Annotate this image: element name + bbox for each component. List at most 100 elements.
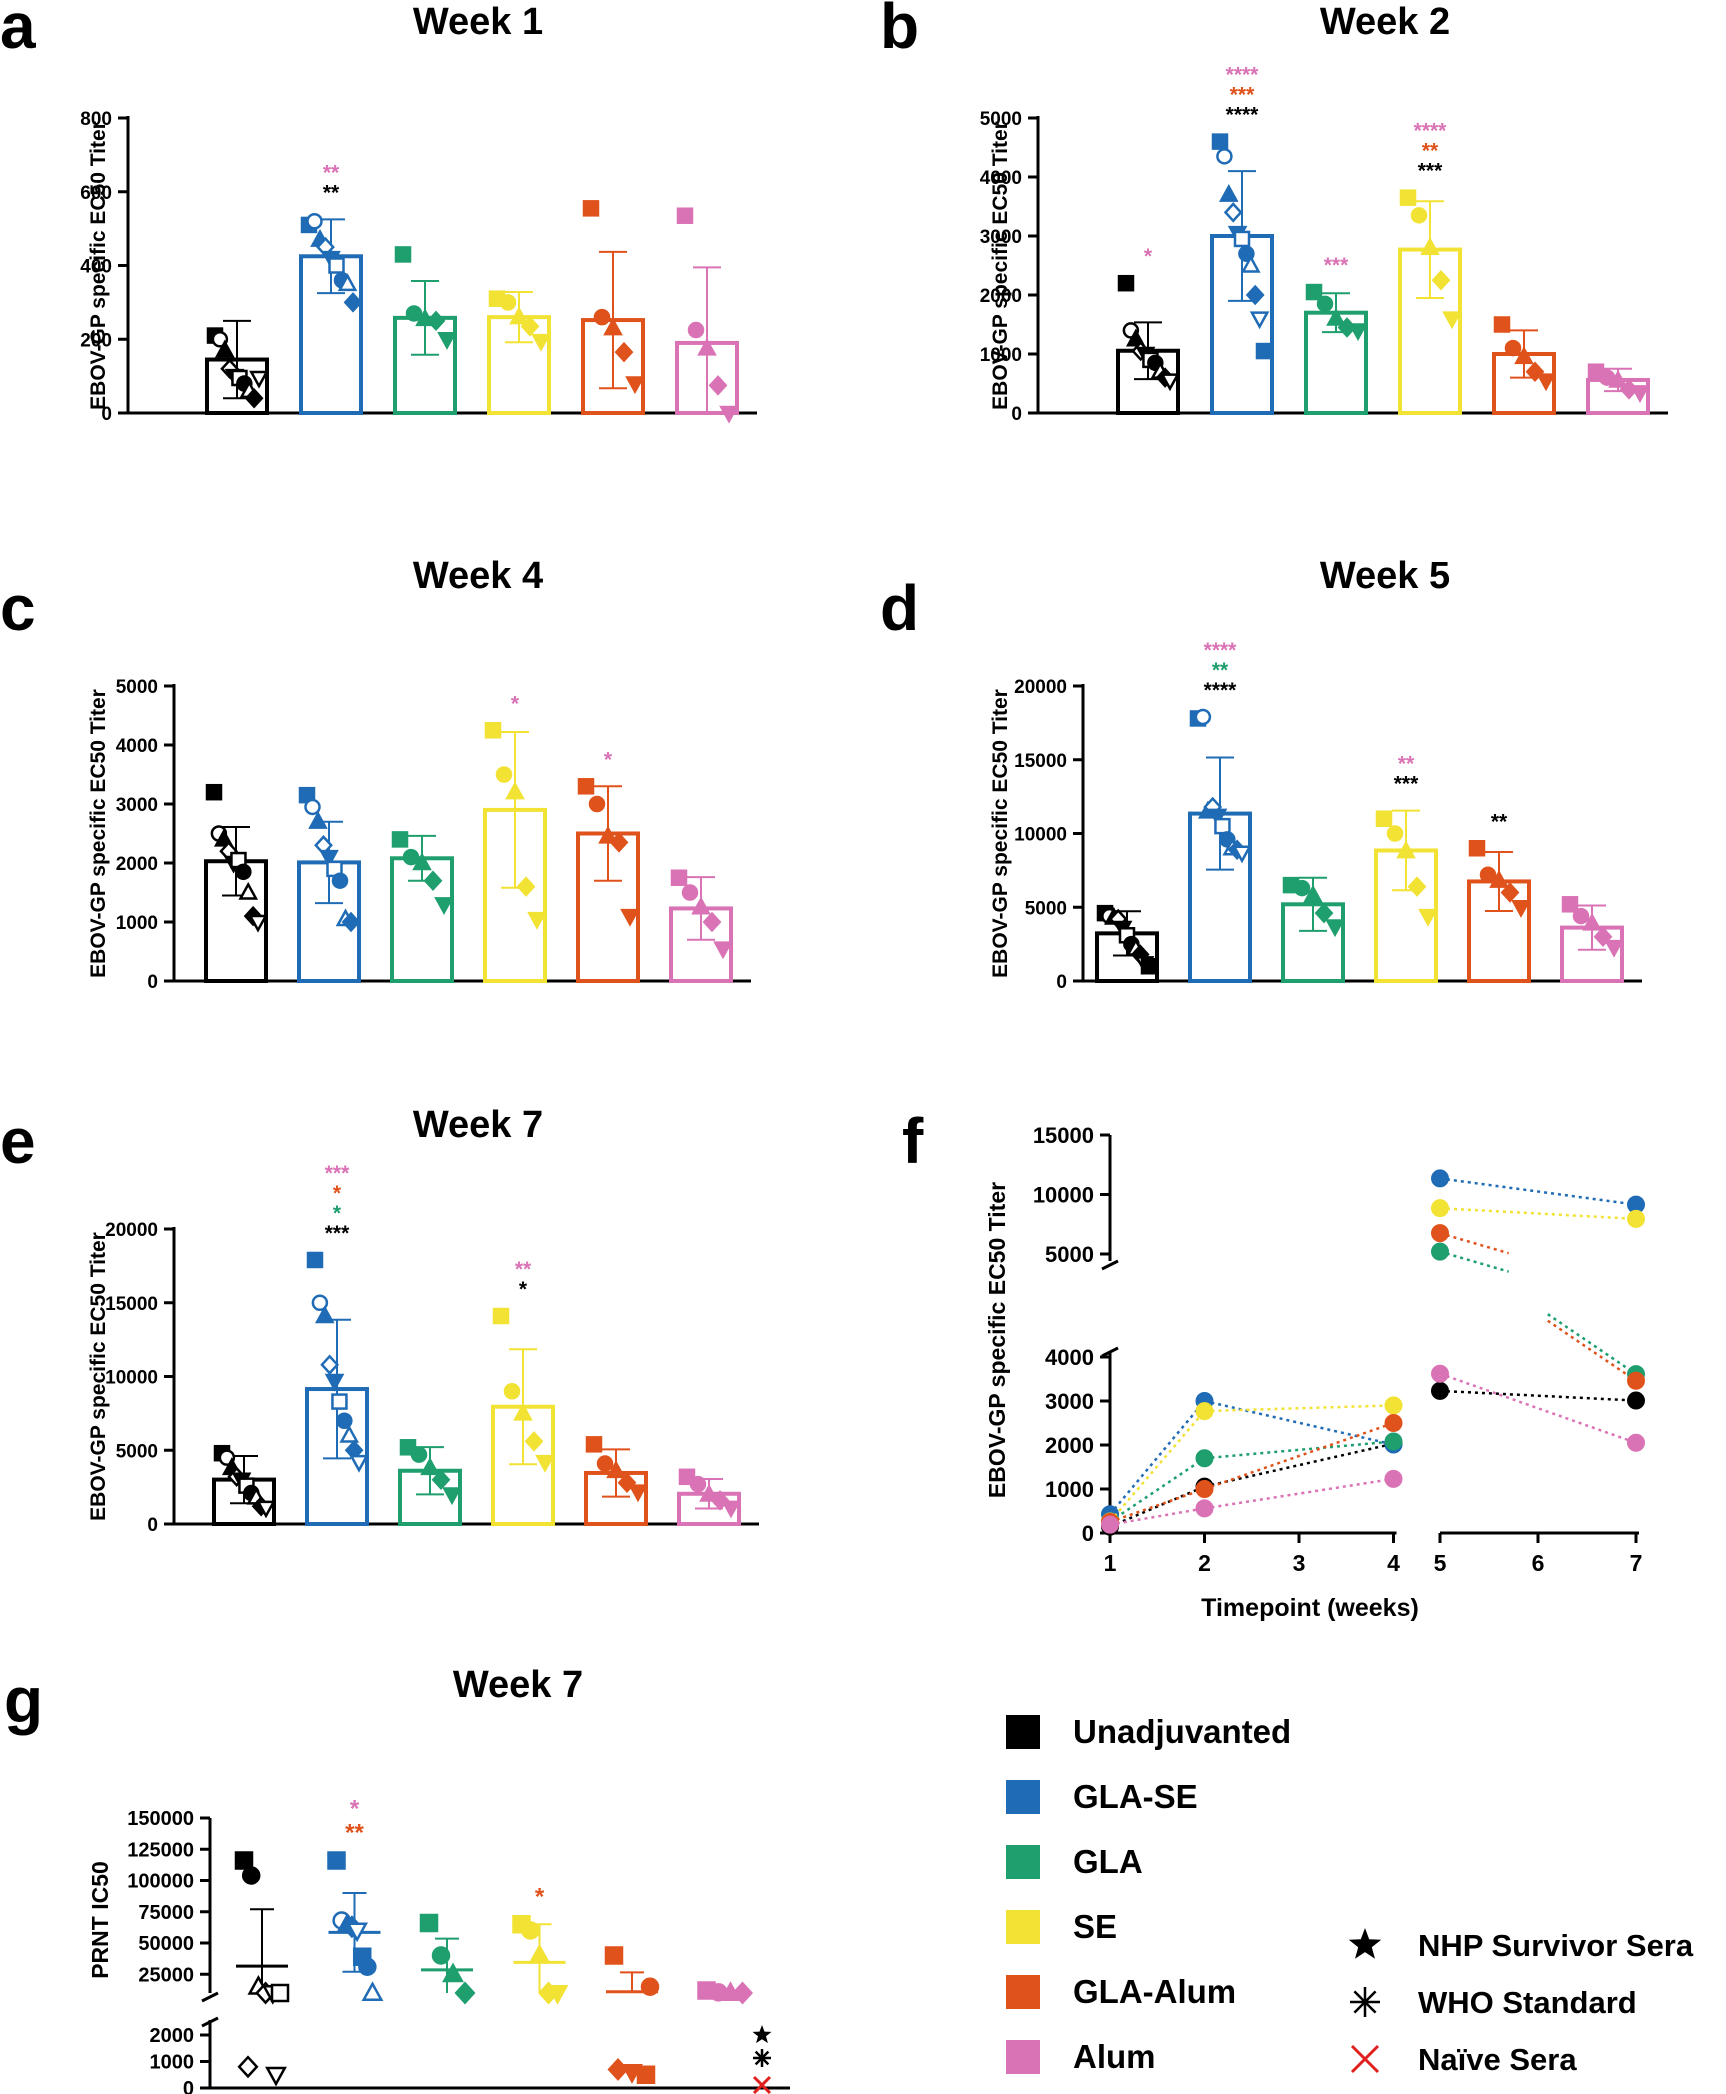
data-point-gla-alum [628, 1484, 648, 1503]
data-point-se [1407, 876, 1427, 897]
data-point-se [521, 1921, 540, 1940]
data-point-gla-se [1223, 202, 1243, 223]
significance-label: ** [1491, 810, 1508, 833]
series-point-alum [1627, 1433, 1645, 1452]
data-point-se [484, 722, 502, 739]
data-point-gla-se [328, 257, 345, 274]
data-point-gla-se [1214, 817, 1231, 835]
data-point-gla [1314, 902, 1334, 924]
chart-panel-d: Week 5 EBOV-GP specific EC50 Titer 0 5000 10… [989, 555, 1642, 993]
y-tick-label: 25000 [138, 1964, 194, 1986]
data-point-se [1418, 908, 1438, 927]
y-tick-label: 2000 [150, 2025, 195, 2047]
data-point-gla-se [306, 213, 323, 230]
data-point-se [509, 306, 529, 325]
data-point-alum [687, 321, 705, 339]
legend-star-icon [1348, 1928, 1382, 1959]
y-tick-label: 10000 [1033, 1183, 1094, 1208]
data-point-gla-alum [606, 1460, 626, 1479]
significance-label: ** [1212, 659, 1229, 682]
data-point-gla [423, 870, 443, 891]
data-point-alum [708, 375, 728, 396]
y-tick-label: 5000 [980, 109, 1022, 130]
y-tick-label: 2000 [980, 286, 1022, 307]
data-point-gla-alum [620, 908, 640, 927]
data-point-gla-se [349, 1454, 369, 1473]
significance-label: * [519, 1278, 528, 1301]
data-point-unadjuvanted [213, 828, 234, 847]
data-point-gla [437, 332, 457, 350]
panel-label-f: f [902, 1105, 924, 1177]
legend-label-naive-sera: Naïve Sera [1418, 2042, 1577, 2077]
y-tick-label: 0 [147, 972, 158, 993]
data-point-gla-se [320, 1354, 340, 1375]
panel-label-b: b [880, 0, 919, 62]
y-tick-label: 1000 [1045, 1477, 1094, 1502]
data-point-gla-alum [617, 1472, 637, 1493]
data-point-unadjuvanted [1160, 373, 1180, 392]
data-point-alum [1582, 912, 1602, 931]
data-point-se [503, 1383, 521, 1400]
data-point-gla-alum [1511, 900, 1531, 918]
significance-label: ** [515, 1258, 532, 1281]
data-point-alum [697, 337, 717, 356]
legend-swatch-se [1006, 1910, 1040, 1944]
control-cross-icon [752, 2075, 772, 2094]
data-point-gla-alum [636, 2065, 656, 2084]
data-point-alum [691, 896, 711, 915]
panel-label-c: c [0, 572, 36, 644]
chart-panel-e: Week 7 EBOV-GP specific EC50 Titer 0 5000 10… [87, 1104, 759, 1536]
panel-label-d: d [880, 572, 919, 644]
y-tick-label: 5000 [116, 1441, 158, 1462]
y-tick-label: 50000 [138, 1933, 194, 1955]
legend-label-nhp-survivor-sera: NHP Survivor Sera [1418, 1928, 1694, 1963]
y-tick-label: 5000 [1045, 1242, 1094, 1267]
series-point-gla-alum [1627, 1371, 1645, 1390]
data-point-unadjuvanted [244, 388, 264, 409]
chart-panel-g: Week 7 PRNT IC50 25000 50000 75000 100000 1250… [87, 1664, 790, 2094]
data-point-unadjuvanted [205, 783, 223, 801]
significance-label: *** [1230, 84, 1255, 107]
legend-cross-icon [1350, 2044, 1380, 2074]
x-tick-label: 2 [1198, 1550, 1211, 1576]
y-axis-label: EBOV-GP specific EC50 Titer [87, 1232, 110, 1521]
data-point-gla-se [1233, 230, 1251, 248]
y-tick-label: 0 [183, 2078, 194, 2094]
data-point-gla-alum [593, 308, 611, 326]
x-tick-label: 1 [1104, 1550, 1117, 1576]
y-axis-break-mark [1101, 1259, 1119, 1271]
y-tick-label: 5000 [1025, 898, 1067, 919]
significance-label: ** [345, 1820, 364, 1847]
data-point-alum [702, 911, 722, 933]
y-tick-label: 3000 [980, 227, 1022, 248]
data-point-se [1431, 270, 1451, 291]
data-point-gla-alum [598, 825, 618, 844]
y-axis-label: EBOV-GP specific EC50 Titer [989, 689, 1012, 978]
legend-swatch-alum [1006, 2040, 1040, 2074]
significance-label: *** [1324, 254, 1349, 277]
data-point-alum [1630, 385, 1650, 403]
data-point-gla [1325, 919, 1345, 938]
y-tick-label: 15000 [1033, 1123, 1094, 1148]
data-point-gla-alum [640, 1977, 660, 1996]
data-point-unadjuvanted [1125, 328, 1146, 347]
y-axis-label: EBOV-GP specific EC50 Titer [87, 121, 110, 410]
chart-panel-f: EBOV-GP specific EC50 Titer Timepoint (we… [984, 1123, 1645, 1622]
y-tick-label: 0 [1011, 404, 1022, 425]
series-line-gla-alum [1547, 1319, 1637, 1382]
data-point-alum [1561, 896, 1579, 913]
x-tick-label: 4 [1387, 1550, 1400, 1576]
series-line-gla [1109, 1457, 1206, 1523]
data-point-unadjuvanted [270, 1983, 290, 2003]
legend-label-unadjuvanted: Unadjuvanted [1073, 1713, 1291, 1750]
significance-label: *** [325, 1222, 350, 1245]
data-point-gla [431, 1946, 451, 1965]
data-point-gla-se [1249, 311, 1270, 330]
data-point-gla [420, 1457, 440, 1476]
series-line-gla-alum [1204, 1421, 1394, 1491]
significance-label: ** [1398, 753, 1415, 776]
data-point-gla-se [311, 1294, 329, 1311]
series-line-gla-se [1204, 1399, 1394, 1446]
y-tick-label: 2000 [1045, 1433, 1094, 1458]
